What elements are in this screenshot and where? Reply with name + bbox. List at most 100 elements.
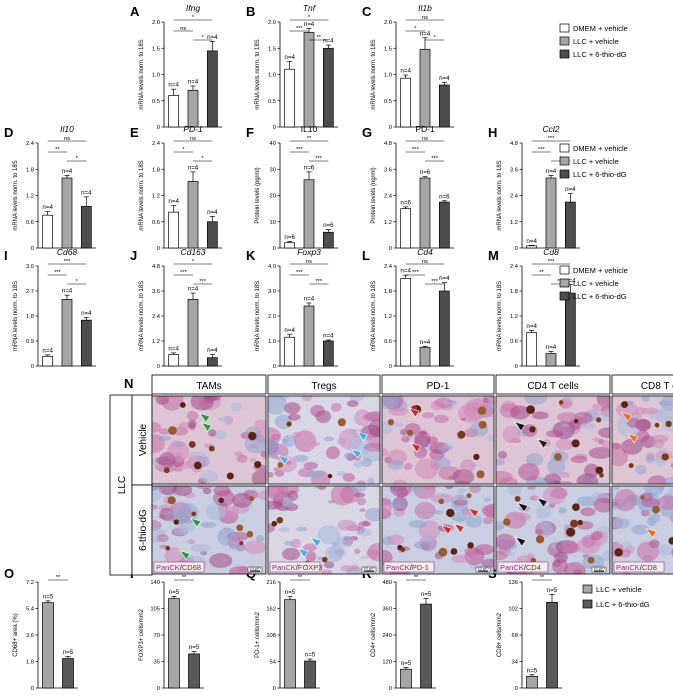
tissue-strand xyxy=(498,477,518,484)
tissue-strand xyxy=(294,430,317,453)
y-tick-label: 0 xyxy=(515,246,518,252)
bar xyxy=(526,245,538,249)
tissue-strand xyxy=(657,495,673,511)
stain-label-marker: PD-1 xyxy=(412,563,429,572)
y-tick-label: 0.5 xyxy=(268,99,276,105)
chart-B: B Tnf 0 0.5 1.0 1.5 2.0 mRNA levels norm. to 18… xyxy=(246,3,338,131)
panel-letter: B xyxy=(246,4,255,19)
bar xyxy=(168,354,180,367)
micrograph-tissue xyxy=(268,396,380,484)
arrowhead-marker xyxy=(536,438,549,449)
tissue-strand xyxy=(187,539,196,545)
tissue-strand xyxy=(268,396,287,415)
stained-cell xyxy=(387,419,395,426)
micrograph-border xyxy=(267,395,381,485)
panel-letter: F xyxy=(246,125,254,140)
tissue-strand xyxy=(444,401,452,406)
panel-letter: M xyxy=(488,248,499,263)
tissue-strand xyxy=(670,462,673,468)
bar xyxy=(187,298,199,367)
tissue-strand xyxy=(602,549,610,562)
chart-title: Ifng xyxy=(186,3,200,13)
tissue-strand xyxy=(496,533,516,550)
chart-G: G PD-1 0 1.2 2.4 3.6 4.8 Protein levels (ng/ml)… xyxy=(362,124,454,252)
scale-bar-box xyxy=(361,566,377,573)
y-axis-label: FOXP3+ cells/mm2 xyxy=(139,608,145,661)
tissue-strand xyxy=(570,455,588,464)
y-tick-label: 2.4 xyxy=(510,264,519,270)
tissue-strand xyxy=(504,551,516,556)
y-tick-label: 0 xyxy=(389,125,392,131)
column-header: CD8 T cells xyxy=(641,381,673,392)
tissue-strand xyxy=(465,513,482,528)
tissue-strand xyxy=(271,433,281,441)
sig-label: ns xyxy=(422,259,428,265)
sig-label: *** xyxy=(315,279,323,285)
stain-label-marker: CD68 xyxy=(182,563,201,572)
tissue-strand xyxy=(564,396,573,402)
tissue-strand xyxy=(463,398,487,422)
stain-label-box xyxy=(613,561,665,573)
stained-cell xyxy=(640,495,645,500)
tissue-strand xyxy=(382,447,388,457)
stained-cell xyxy=(321,556,328,563)
n-label: n=4 xyxy=(188,79,199,86)
stained-cell xyxy=(572,503,580,511)
tissue-strand xyxy=(636,541,660,562)
sig-label: * xyxy=(192,259,195,265)
tissue-strand xyxy=(558,507,567,514)
stained-cell xyxy=(254,460,262,469)
tissue-strand xyxy=(354,409,371,426)
stained-cell xyxy=(226,472,234,480)
y-tick-label: 2.7 xyxy=(26,289,34,295)
arrowhead-marker xyxy=(350,448,363,459)
tissue-strand xyxy=(282,547,300,561)
n-label: n=4 xyxy=(323,333,334,340)
bar xyxy=(206,221,218,249)
tissue-strand xyxy=(635,406,646,416)
tissue-strand xyxy=(282,434,296,447)
n-label: n=4 xyxy=(546,344,557,351)
column-header-box xyxy=(611,374,673,395)
y-tick-label: 0.5 xyxy=(152,99,160,105)
tissue-strand xyxy=(563,562,586,574)
bar xyxy=(526,332,538,367)
y-axis-label: PD-1+ cells/mm2 xyxy=(255,611,261,658)
tissue-strand xyxy=(323,561,335,569)
tissue-strand xyxy=(353,460,364,468)
tissue-strand xyxy=(208,429,217,437)
y-tick-label: 1.5 xyxy=(152,46,160,52)
tissue-strand xyxy=(433,414,449,424)
tissue-strand xyxy=(387,459,404,470)
tissue-strand xyxy=(580,422,597,429)
tissue-strand xyxy=(389,486,407,493)
tissue-strand xyxy=(249,457,257,463)
panel-letter: G xyxy=(362,125,372,140)
tissue-strand xyxy=(614,488,637,512)
chart-D: D Il10 0 0.6 1.2 1.8 2.4 mRNA levels norm. to 1… xyxy=(4,124,96,252)
tissue-strand xyxy=(173,524,190,536)
y-tick-label: 1.2 xyxy=(510,314,518,320)
y-tick-label: 162 xyxy=(266,607,276,613)
tissue-strand xyxy=(187,419,197,429)
arrowhead-marker xyxy=(468,507,480,518)
tissue-strand xyxy=(593,497,610,513)
bar xyxy=(419,346,431,367)
tissue-strand xyxy=(612,517,631,530)
bar xyxy=(61,177,73,249)
y-tick-label: 2.0 xyxy=(268,20,276,26)
n-label: n=4 xyxy=(420,339,431,346)
y-tick-label: 0 xyxy=(389,364,392,370)
n-label: n=4 xyxy=(439,275,450,282)
tissue-strand xyxy=(282,439,289,443)
tissue-strand xyxy=(209,553,233,569)
legend-entry: LLC + vehicle xyxy=(596,585,642,594)
micrograph-border xyxy=(611,395,673,485)
column-header: CD4 T cells xyxy=(527,381,578,392)
n-label: n=4 xyxy=(207,347,218,354)
tissue-strand xyxy=(305,551,317,562)
tissue-strand xyxy=(645,454,655,464)
